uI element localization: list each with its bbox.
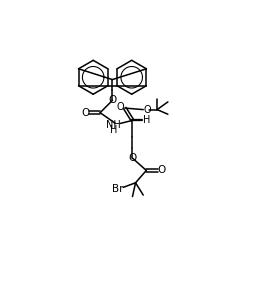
Text: O: O <box>143 104 151 115</box>
Text: NH: NH <box>106 120 121 130</box>
Text: O: O <box>81 108 90 118</box>
Text: Br: Br <box>112 184 124 194</box>
Text: O: O <box>128 153 136 163</box>
Text: O: O <box>116 102 124 112</box>
Text: H: H <box>143 116 150 125</box>
Text: O: O <box>108 95 116 105</box>
Text: H: H <box>110 125 117 135</box>
Text: O: O <box>158 166 166 175</box>
